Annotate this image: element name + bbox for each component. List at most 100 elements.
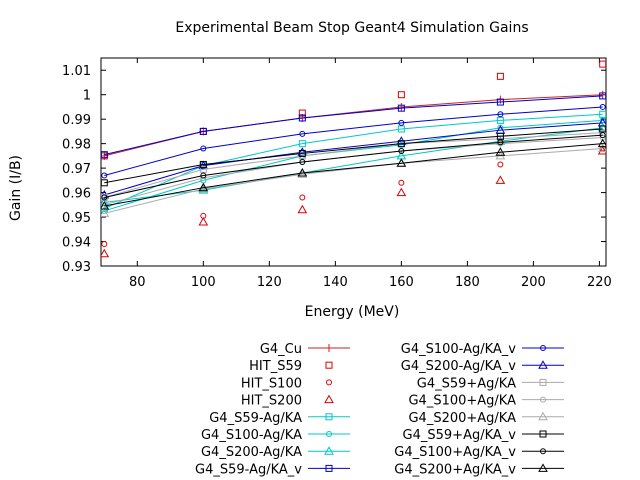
data-point: [198, 182, 209, 192]
series-line: [104, 119, 603, 212]
x-tick-label: 200: [521, 275, 546, 290]
x-tick-label: 100: [191, 275, 216, 290]
series-line: [104, 143, 603, 207]
series-g4-s100-ag-ka: [101, 117, 606, 214]
legend-item-g4-s59-ag-ka-v: G4_S59-Ag/KA_v: [195, 462, 350, 477]
axes: 80 100 120 140 160 180 200 220 0.93 0.94 0.95 0.96 0…: [62, 58, 612, 290]
data-point: [101, 151, 108, 159]
legend-item-hit-s200: HIT_S200: [241, 394, 334, 409]
y-tick-label: 0.96: [62, 187, 91, 202]
series-g4-s200-ag-ka: [101, 143, 606, 217]
legend: G4_Cu HIT_S59 HIT_S100 HIT_S200 G4_S59-Ag/KA…: [195, 342, 564, 477]
data-point: [101, 208, 110, 217]
legend-label: G4_S59+Ag/KA: [417, 376, 516, 391]
data-point: [398, 147, 405, 154]
data-point: [298, 149, 306, 157]
x-tick-label: 160: [389, 275, 414, 290]
legend-item-g4-s59-ag-ka: G4_S59-Ag/KA: [209, 411, 350, 426]
legend-marker: [326, 379, 332, 386]
legend-marker: [324, 394, 334, 404]
legend-item-g4-s200-ag-ka: G4_S200+Ag/KA: [408, 411, 564, 426]
series-line: [104, 148, 603, 214]
series-g4-s200-ag-ka-v: [101, 138, 606, 210]
series-line: [104, 128, 603, 184]
y-tick-label: 0.94: [62, 236, 91, 251]
series-hit-s200: [101, 145, 606, 258]
series-line: [104, 95, 603, 156]
data-point: [101, 197, 110, 206]
data-point: [497, 161, 504, 168]
data-point: [298, 109, 306, 117]
legend-label: HIT_S200: [241, 394, 302, 409]
data-point: [199, 127, 207, 135]
data-point: [299, 194, 306, 201]
data-point: [297, 204, 308, 214]
data-point: [101, 240, 108, 247]
data-point: [297, 147, 308, 156]
y-tick-label: 0.97: [62, 162, 91, 177]
plot-frame: [100, 57, 607, 267]
data-point: [597, 138, 606, 148]
legend-marker: [540, 448, 546, 455]
legend-item-g4-s100-ag-ka: G4_S100+Ag/KA: [408, 394, 564, 409]
data-point: [599, 125, 606, 133]
legend-item-hit-s59: HIT_S59: [249, 359, 333, 374]
data-point: [599, 103, 606, 110]
legend-marker: [325, 413, 333, 421]
legend-label: G4_S200+Ag/KA: [408, 411, 516, 426]
data-point: [199, 160, 207, 168]
legend-label: G4_S200-Ag/KA_v: [401, 359, 517, 374]
y-tick-label: 0.93: [62, 260, 91, 275]
legend-item-hit-s100: HIT_S100: [241, 376, 332, 391]
series-line: [104, 127, 603, 203]
legend-item-g4-s200-ag-ka-v: G4_S200-Ag/KA_v: [401, 359, 564, 374]
data-point: [496, 116, 504, 124]
data-point: [398, 179, 405, 186]
data-point: [397, 91, 405, 99]
legend-item-g4-s100-ag-ka-v: G4_S100+Ag/KA_v: [394, 445, 564, 460]
legend-label: G4_S100+Ag/KA: [408, 394, 516, 409]
series-line: [104, 122, 603, 196]
data-point: [597, 143, 606, 153]
legend-label: G4_S200+Ag/KA_v: [394, 462, 516, 477]
y-tick-label: 1: [83, 89, 91, 104]
data-point: [397, 104, 405, 112]
legend-marker: [325, 344, 333, 352]
legend-item-g4-s200-ag-ka-v: G4_S200+Ag/KA_v: [394, 462, 564, 477]
legend-marker: [538, 463, 548, 472]
data-point: [599, 132, 606, 139]
data-point: [398, 119, 405, 126]
legend-marker: [326, 431, 332, 437]
series-line: [104, 106, 603, 176]
data-point: [396, 158, 407, 167]
legend-marker: [539, 430, 547, 438]
chart-title: Experimental Beam Stop Geant4 Simulation…: [175, 20, 528, 36]
data-point: [599, 92, 606, 100]
data-point: [299, 130, 306, 137]
series-hit-s59: [101, 60, 606, 160]
x-tick-label: 120: [257, 275, 282, 290]
legend-marker: [324, 446, 334, 455]
data-point: [396, 187, 407, 197]
legend-marker: [540, 396, 546, 403]
legend-label: G4_Cu: [260, 342, 302, 357]
series-g4-s59-ag-ka: [101, 110, 606, 212]
legend-label: G4_S100+Ag/KA_v: [394, 445, 516, 460]
data-point: [101, 248, 110, 258]
legend-item-g4-s100-ag-ka: G4_S100-Ag/KA: [201, 428, 350, 443]
y-tick-label: 0.98: [62, 138, 91, 153]
y-tick-label: 1.01: [62, 64, 91, 79]
legend-label: HIT_S100: [241, 376, 302, 391]
data-point: [599, 60, 606, 68]
data-point: [299, 159, 306, 165]
data-point: [599, 110, 606, 118]
legend-marker: [538, 360, 548, 369]
legend-label: G4_S59-Ag/KA: [209, 411, 302, 426]
series-group: [101, 60, 606, 258]
data-point: [200, 172, 207, 179]
data-point: [101, 179, 108, 187]
series-line: [104, 132, 603, 198]
legend-item-g4-s200-ag-ka: G4_S200-Ag/KA: [201, 445, 350, 460]
series-g4-s200-ag-ka-v: [101, 117, 606, 199]
data-point: [298, 114, 306, 122]
